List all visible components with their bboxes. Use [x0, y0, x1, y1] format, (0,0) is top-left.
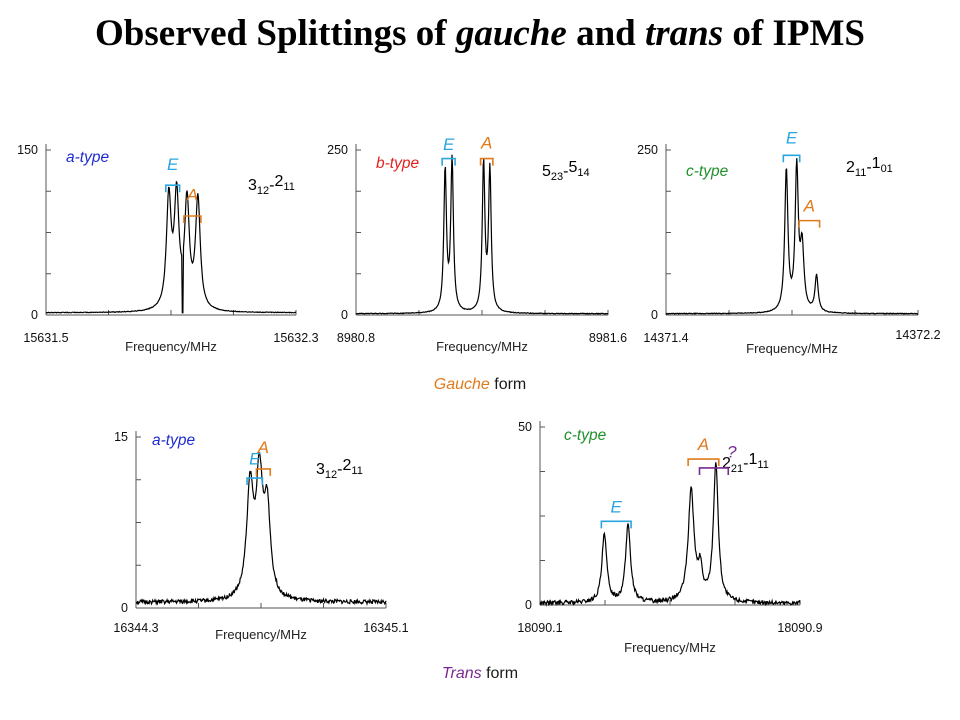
band-type-label: c-type — [564, 427, 607, 444]
x-tick-label-max: 8981.6 — [589, 331, 627, 345]
x-tick-label-min: 18090.1 — [517, 621, 562, 635]
x-tick-label-max: 16345.1 — [363, 621, 408, 635]
page-title: Observed Splittings of gauche and trans … — [95, 13, 865, 54]
marker-bracket-A — [255, 468, 272, 476]
x-tick-label-min: 8980.8 — [337, 331, 375, 345]
marker-bracket-E — [782, 154, 801, 163]
x-axis-label: Frequency/MHz — [746, 341, 838, 356]
transition-label: 312-211 — [248, 173, 295, 197]
y-tick-label-min: 0 — [651, 308, 658, 322]
y-tick-label-min: 0 — [341, 308, 348, 322]
x-tick-label-min: 14371.4 — [643, 331, 688, 345]
chart-t2: 0 50 18090.1 18090.9 Frequency/MHz c-type 221-… — [517, 420, 822, 655]
marker-label-A: A — [186, 186, 198, 205]
marker-label-E: E — [611, 497, 623, 516]
x-axis-label: Frequency/MHz — [125, 339, 217, 354]
transition-label: 211-101 — [846, 155, 893, 179]
marker-bracket-E — [441, 157, 456, 166]
chart-g3: 0 250 14371.4 14372.2 Frequency/MHz c-type 211… — [637, 128, 940, 356]
marker-bracket-unknown — [698, 467, 730, 475]
chart-g1: 0 150 15631.5 15632.3 Frequency/MHz a-type 312… — [17, 143, 318, 354]
y-tick-label-max: 250 — [327, 143, 348, 157]
transition-label: 312-211 — [316, 457, 363, 481]
y-tick-label-max: 15 — [114, 430, 128, 444]
band-type-label: a-type — [66, 149, 109, 166]
gauche-form-label: Gauche form — [433, 376, 527, 393]
x-tick-label-min: 16344.3 — [113, 621, 158, 635]
y-tick-label-max: 250 — [637, 143, 658, 157]
marker-label-E: E — [786, 128, 798, 147]
title-trans-word: trans — [644, 13, 724, 54]
transition-label: 523-514 — [542, 159, 590, 183]
marker-bracket-E — [165, 184, 181, 193]
marker-label-A: A — [697, 435, 709, 454]
marker-bracket-E — [600, 520, 632, 529]
x-axis-label: Frequency/MHz — [624, 640, 716, 655]
chart-g2: 0 250 8980.8 8981.6 Frequency/MHz b-type 523-5… — [327, 134, 627, 354]
marker-label-E: E — [249, 449, 261, 468]
x-tick-label-max: 14372.2 — [895, 328, 940, 342]
marker-bracket-A — [687, 458, 720, 467]
marker-label-E: E — [443, 135, 455, 154]
marker-bracket-A — [798, 219, 821, 228]
marker-bracket-A — [479, 157, 494, 166]
x-axis-label: Frequency/MHz — [436, 339, 528, 354]
spectrum-line — [665, 158, 919, 315]
spectrum-line — [539, 462, 801, 607]
marker-bracket-A — [183, 215, 202, 223]
marker-label-A: A — [803, 196, 815, 215]
y-tick-label-max: 50 — [518, 420, 532, 434]
transition-label: 221-111 — [722, 451, 769, 475]
x-tick-label-min: 15631.5 — [23, 331, 68, 345]
x-tick-label-max: 15632.3 — [273, 331, 318, 345]
title-gauche-word: gauche — [455, 13, 567, 54]
spectrum-line — [355, 154, 609, 315]
y-tick-label-min: 0 — [525, 598, 532, 612]
marker-label-A: A — [480, 134, 492, 153]
marker-bracket-E — [246, 477, 264, 486]
x-tick-label-max: 18090.9 — [777, 621, 822, 635]
spectrum-line — [45, 181, 297, 314]
band-type-label: b-type — [376, 155, 419, 172]
chart-t1: 0 15 16344.3 16345.1 Frequency/MHz a-type 312-… — [113, 430, 408, 642]
marker-label-unknown: ? — [727, 442, 737, 461]
marker-label-A: A — [257, 438, 269, 457]
y-tick-label-max: 150 — [17, 143, 38, 157]
y-tick-label-min: 0 — [31, 308, 38, 322]
spectrum-line — [135, 452, 387, 607]
band-type-label: c-type — [686, 163, 729, 180]
band-type-label: a-type — [152, 432, 195, 449]
trans-form-label: Trans form — [441, 665, 519, 682]
x-axis-label: Frequency/MHz — [215, 627, 307, 642]
y-tick-label-min: 0 — [121, 601, 128, 615]
marker-label-E: E — [167, 155, 179, 174]
